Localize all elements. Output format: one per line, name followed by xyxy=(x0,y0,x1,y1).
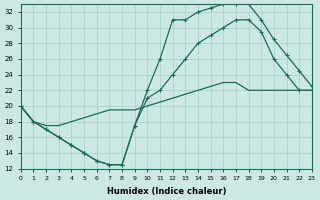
X-axis label: Humidex (Indice chaleur): Humidex (Indice chaleur) xyxy=(107,187,226,196)
